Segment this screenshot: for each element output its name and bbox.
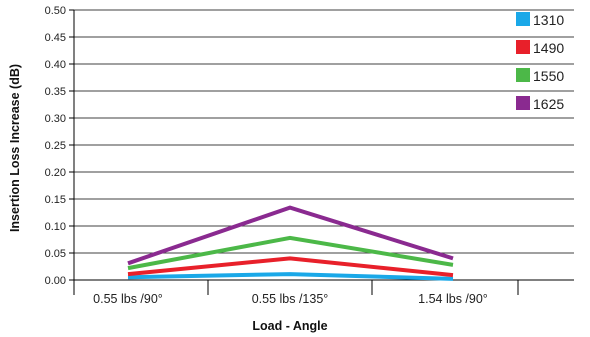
y-tick-label: 0.25 [45, 140, 66, 152]
legend-label-1310: 1310 [533, 12, 564, 28]
y-axis-title: Insertion Loss Increase (dB) [8, 64, 22, 232]
series-lines [127, 205, 454, 281]
legend-label-1490: 1490 [533, 40, 564, 56]
series-line-1310 [127, 272, 454, 281]
legend-label-1625: 1625 [533, 96, 564, 112]
series-line-1490 [127, 256, 454, 278]
y-tick-label: 0.00 [45, 275, 66, 287]
y-tick-label: 0.05 [45, 248, 66, 260]
series-line-1625 [127, 205, 454, 266]
x-tick-label: 1.54 lbs /90° [418, 292, 488, 306]
y-tick-label: 0.40 [45, 59, 66, 71]
legend: 1310 1490 1550 1625 [516, 12, 564, 112]
y-tick-label: 0.35 [45, 86, 66, 98]
legend-swatch-1490 [516, 40, 530, 54]
axes [73, 10, 574, 281]
grid-lines [74, 9, 574, 254]
legend-swatch-1625 [516, 96, 530, 110]
y-tick-label: 0.20 [45, 167, 66, 179]
y-tick-label: 0.30 [45, 113, 66, 125]
legend-label-1550: 1550 [533, 68, 564, 84]
legend-swatch-1550 [516, 68, 530, 82]
x-tick-label: 0.55 lbs /135° [252, 292, 329, 306]
x-ticks: 0.55 lbs /90° 0.55 lbs /135° 1.54 lbs /90° [73, 280, 519, 306]
y-tick-label: 0.15 [45, 194, 66, 206]
y-tick-label: 0.50 [45, 5, 66, 17]
y-tick-labels: 0.00 0.05 0.10 0.15 0.20 0.25 0.30 0.35 0.40 0.45… [45, 5, 74, 287]
series-line-1550 [127, 235, 454, 271]
y-tick-label: 0.45 [45, 32, 66, 44]
x-tick-label: 0.55 lbs /90° [93, 292, 163, 306]
legend-swatch-1310 [516, 12, 530, 26]
x-axis-title: Load - Angle [252, 319, 327, 333]
y-tick-label: 0.10 [45, 221, 66, 233]
